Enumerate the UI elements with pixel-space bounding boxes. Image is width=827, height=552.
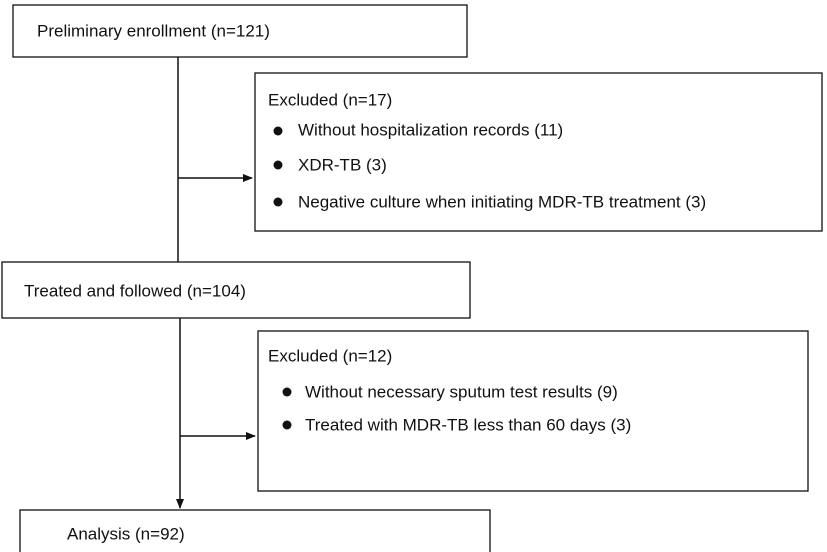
- list-item: Negative culture when initiating MDR-TB …: [298, 192, 706, 211]
- bullet: [282, 387, 292, 397]
- box: [257, 330, 809, 492]
- box-label: Treated and followed (n=104): [24, 281, 246, 300]
- list-item: Without hospitalization records (11): [298, 120, 563, 139]
- bullet: [273, 160, 283, 170]
- bullet: [282, 420, 292, 430]
- list-item: XDR-TB (3): [298, 155, 387, 174]
- box: [1, 261, 471, 319]
- bullet: [273, 126, 283, 136]
- bullet: [273, 197, 283, 207]
- box-title: Excluded (n=17): [268, 90, 392, 109]
- list-item: Without necessary sputum test results (9…: [305, 382, 618, 401]
- box: [254, 72, 823, 232]
- box: [12, 4, 468, 58]
- box-label: Analysis (n=92): [67, 524, 185, 543]
- box-title: Excluded (n=12): [268, 346, 392, 365]
- list-item: Treated with MDR-TB less than 60 days (3…: [305, 415, 631, 434]
- box-label: Preliminary enrollment (n=121): [37, 21, 270, 40]
- box: [19, 509, 491, 552]
